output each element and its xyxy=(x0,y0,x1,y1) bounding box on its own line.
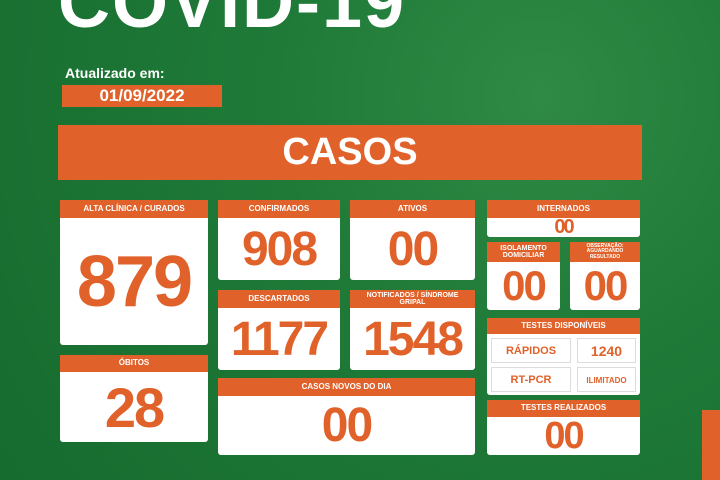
card-value: 1548 xyxy=(363,312,464,366)
card-value: 00 xyxy=(583,262,629,309)
stat-card: ATIVOS 00 xyxy=(350,200,475,280)
tests-card: TESTES DISPONÍVEIS RÁPIDOS 1240 RT-PCR ILIMI… xyxy=(487,318,640,395)
card-label: TESTES DISPONÍVEIS xyxy=(487,318,640,334)
row-label: RÁPIDOS xyxy=(491,338,571,363)
card-label: CONFIRMADOS xyxy=(218,200,340,218)
stat-card: CONFIRMADOS 908 xyxy=(218,200,340,280)
stat-card: DESCARTADOS 1177 xyxy=(218,290,340,370)
card-value: 00 xyxy=(544,414,584,457)
card-value: 1177 xyxy=(230,312,329,366)
card-label: NOTIFICADOS / SÍNDROME GRIPAL xyxy=(350,290,475,308)
stat-card: ALTA CLÍNICA / CURADOS 879 xyxy=(60,200,208,345)
row-label: RT-PCR xyxy=(491,367,571,392)
accent xyxy=(702,410,720,480)
card-value: 00 xyxy=(502,262,547,309)
stat-card: INTERNADOS 00 xyxy=(487,200,640,238)
card-value: 879 xyxy=(76,241,193,322)
stat-card: OBSERVAÇÃO: AGUARDANDO RESULTADO 00 xyxy=(570,242,640,310)
card-value: 908 xyxy=(241,222,318,276)
card-value: 00 xyxy=(387,222,439,276)
row-value: 1240 xyxy=(577,338,636,363)
row-value: ILIMITADO xyxy=(577,367,636,392)
stat-card: TESTES REALIZADOS 00 xyxy=(487,400,640,457)
card-label: ÓBITOS xyxy=(60,355,208,372)
card-value: 00 xyxy=(554,216,574,238)
stat-card: NOTIFICADOS / SÍNDROME GRIPAL 1548 xyxy=(350,290,475,370)
card-label: INTERNADOS xyxy=(487,200,640,218)
card-label: ALTA CLÍNICA / CURADOS xyxy=(60,200,208,218)
card-label: OBSERVAÇÃO: AGUARDANDO RESULTADO xyxy=(570,242,640,262)
stat-card: ISOLAMENTO DOMICILIAR 00 xyxy=(487,242,560,310)
title: COVID-19 xyxy=(58,0,407,43)
card-value: 00 xyxy=(321,399,373,452)
card-label: TESTES REALIZADOS xyxy=(487,400,640,417)
card-label: ISOLAMENTO DOMICILIAR xyxy=(487,242,560,262)
updated-label: Atualizado em: xyxy=(65,65,165,81)
section-title: CASOS xyxy=(58,125,642,180)
card-label: ATIVOS xyxy=(350,200,475,218)
card-value: 28 xyxy=(104,375,165,439)
stat-card: CASOS NOVOS DO DIA 00 xyxy=(218,378,475,455)
stat-card: ÓBITOS 28 xyxy=(60,355,208,442)
card-label: DESCARTADOS xyxy=(218,290,340,308)
date: 01/09/2022 xyxy=(62,85,222,107)
card-label: CASOS NOVOS DO DIA xyxy=(218,378,475,396)
